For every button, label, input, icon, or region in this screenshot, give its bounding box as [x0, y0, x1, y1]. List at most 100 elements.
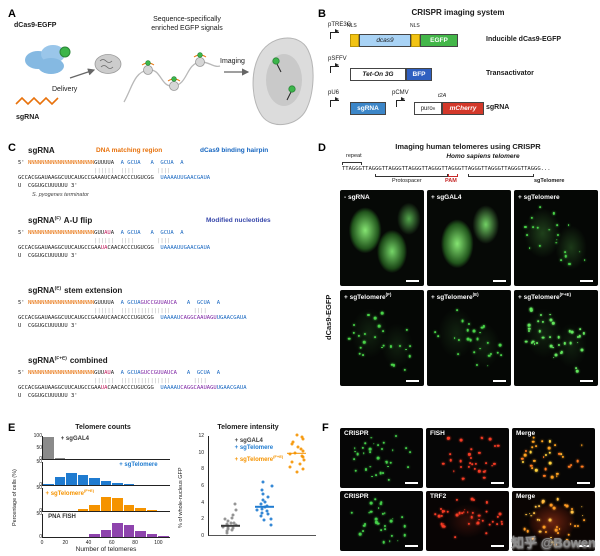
fluorescence-dot [390, 519, 393, 523]
fluorescence-dot [564, 255, 567, 258]
fluorescence-dot [442, 525, 446, 529]
panel-e: E Telomere counts Percentage of cells (%… [8, 420, 318, 554]
fluorescence-dot [463, 511, 465, 514]
fluorescence-dot [459, 438, 463, 442]
hist-bar [89, 478, 100, 485]
fluorescence-dot [578, 251, 581, 253]
sequence-segment: U CGGUGCUUUUUU 3' [18, 393, 78, 399]
scatter-point [226, 519, 230, 523]
fluorescence-dot [554, 543, 557, 546]
y-axis-tick: 50 [36, 485, 42, 491]
scale-bar [577, 545, 590, 547]
fluorescence-dot [565, 504, 569, 508]
median-line [287, 452, 307, 455]
sequence-segment: GCCACGGAUAAGGCUUCAUGCC [18, 175, 91, 181]
fluorescence-dot [568, 329, 571, 333]
fluorescence-dot [373, 443, 375, 445]
row3-description: sgRNA [486, 104, 510, 111]
fluorescence-dot [536, 518, 539, 522]
sequence-segment: |||| [120, 308, 134, 314]
fluorescence-dot [476, 521, 480, 525]
scatter-point [293, 451, 297, 454]
sequence-segment [114, 308, 121, 314]
fluorescence-dot [478, 451, 481, 454]
fluorescence-dot [537, 320, 539, 323]
micrograph-label: + sgTelomere(F+E) [518, 292, 571, 302]
fluorescence-dot [453, 470, 455, 473]
egfp-dot-icon [171, 76, 177, 82]
scatter-legend: + sgGAL4 + sgTelomere + sgTelomere(F+E) [235, 438, 284, 465]
fluorescence-dot [558, 528, 561, 531]
micrograph-sggal4: + sgGAL4 [427, 190, 511, 286]
scatter-point [225, 522, 229, 526]
fluorescence-dot [565, 538, 568, 542]
section-sup: (F) [54, 216, 61, 222]
fluorescence-dot [368, 512, 371, 514]
fluorescence-dot [498, 512, 502, 516]
micrograph-sgtelomere: + sgTelomere [514, 190, 598, 286]
fluorescence-dot [581, 514, 584, 517]
fluorescence-dot [442, 462, 445, 466]
fluorescence-dot [573, 525, 576, 528]
fluorescence-dot [488, 354, 491, 357]
dcas9-gene-box: dcas9 [359, 34, 411, 47]
scatter-point [288, 465, 292, 469]
fluorescence-dot [576, 341, 579, 344]
scatter-point [221, 525, 225, 529]
fluorescence-dot [526, 529, 530, 533]
pam-label: PAM [445, 178, 457, 184]
scatter-point [301, 449, 304, 453]
fluorescence-dot [454, 536, 457, 539]
fluorescence-dot [488, 523, 492, 526]
fluorescence-dot [401, 516, 403, 519]
fluorescence-dot [440, 522, 444, 526]
delivery-arrow-icon [69, 68, 96, 79]
hist-bar [112, 483, 123, 485]
sequence-segment [114, 300, 121, 306]
fluorescence-dot [403, 534, 407, 537]
scatter-point [265, 509, 269, 513]
fluorescence-dot [403, 368, 406, 371]
egfp-gene-box: EGFP [420, 34, 458, 47]
sequence-segment [134, 168, 157, 174]
enriched-signal-caption: Sequence-specifically enriched EGFP sign… [112, 16, 262, 33]
fluorescence-dot [553, 506, 556, 510]
dcas9-hairpin-legend: dCas9 binding hairpin [200, 147, 269, 154]
hist-x-axis-label: Number of telomeres [75, 546, 137, 553]
teton-gene-box: Tet-On 3G [350, 68, 406, 81]
panel-c: C sgRNA DNA matching region dCas9 bindin… [8, 140, 316, 418]
hist-bar [54, 458, 66, 459]
scatter-point [295, 470, 299, 474]
sequence-segment: NNNNNNNNNNNNNNNNNNNN [27, 160, 95, 166]
sequence-segment: GUU [94, 370, 105, 376]
x-axis-tick: 0 [40, 540, 44, 546]
fluorescence-dot [391, 449, 394, 451]
promoter-pu6-label: pU6 [328, 90, 340, 96]
fluorescence-dot [370, 437, 372, 439]
y-axis-tick: 50 [36, 511, 42, 517]
sgrna-sequence-line: U CGGUGCUUUUUU 3' [18, 253, 78, 260]
fluorescence-dot [576, 524, 579, 528]
micrograph-label: - sgRNA [344, 194, 370, 202]
fluorescence-dot [440, 508, 443, 511]
fluorescence-dot [544, 530, 547, 533]
y-axis-tick: 50 [36, 444, 42, 451]
sequence-segment [170, 378, 193, 384]
y-axis-tick: 6 [201, 483, 204, 489]
sequence-segment [18, 168, 94, 174]
fluorescence-dot [564, 504, 566, 507]
t2a-label: t2A [438, 93, 447, 99]
fluorescence-dot [409, 451, 412, 453]
nls-box-1 [350, 34, 359, 47]
y-axis-tick: 50 [36, 459, 42, 465]
scale-bar [493, 280, 506, 282]
fluorescence-dot [382, 344, 386, 348]
sequence-segment: A GCUA [120, 160, 141, 166]
hist-bar [43, 436, 54, 459]
fluorescence-dot [582, 332, 585, 335]
micrograph-label: + sgTelomere [518, 194, 560, 202]
section-subtitle: combined [69, 356, 108, 365]
scatter-point [261, 480, 265, 484]
scatter-point [288, 452, 292, 456]
fluorescence-dot [352, 458, 355, 460]
